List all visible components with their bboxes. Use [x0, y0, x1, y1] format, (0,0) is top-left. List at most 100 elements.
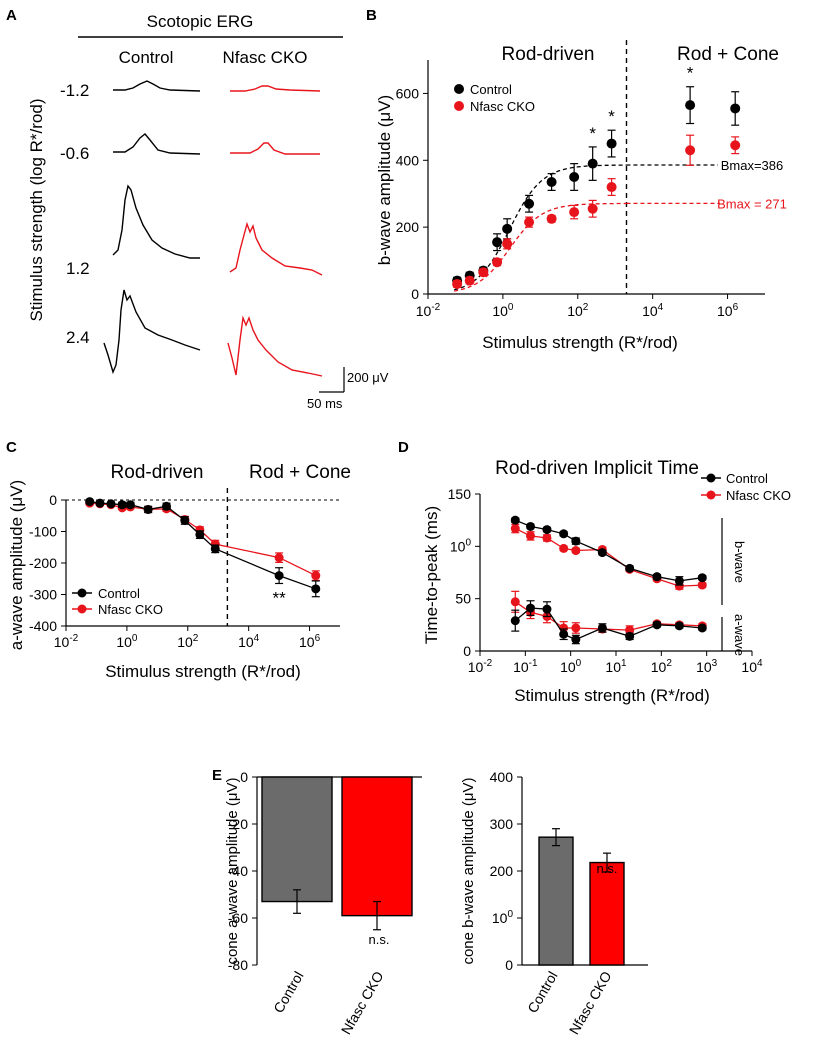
b-bmax-cko-label: Bmax = 271 — [717, 196, 787, 211]
b-legend: Control Nfasc CKO — [454, 82, 535, 114]
c-point — [125, 500, 135, 510]
b-significance-mark: * — [687, 64, 694, 83]
e1-category-cko: Nfasc CKO — [338, 968, 387, 1037]
panel-c: 10-2 100 102 104 106 0 -100 -200 -300 -400 a-wave… — [7, 462, 351, 681]
c-point — [311, 584, 321, 594]
c-y-tick-label: 0 — [49, 492, 57, 508]
d-legend-control: Control — [726, 471, 768, 486]
d-point — [597, 623, 607, 633]
d-legend-marker-cko — [706, 490, 716, 500]
erg-title: Scotopic ERG — [147, 12, 254, 31]
b-legend-control: Control — [470, 82, 512, 97]
c-y-tick-label: -100 — [29, 524, 57, 540]
b-y-label: b-wave amplitude (μV) — [375, 95, 394, 265]
d-series-line — [514, 601, 703, 631]
d-legend: Control Nfasc CKO — [701, 471, 791, 503]
erg-row-label: -0.6 — [60, 144, 89, 163]
d-x-label: Stimulus strength (R*/rod) — [514, 686, 710, 705]
c-region-rod: Rod-driven — [111, 462, 204, 483]
c-x-tick-label: 106 — [299, 633, 321, 650]
d-legend-cko: Nfasc CKO — [726, 488, 791, 503]
c-point — [195, 530, 205, 540]
b-fit-curve — [454, 202, 627, 292]
d-y-label: Time-to-peak (ms) — [422, 506, 441, 644]
c-point — [274, 571, 284, 581]
panel-letter-e: E — [212, 767, 222, 784]
erg-trace-cko — [229, 221, 323, 276]
b-ticks: 10-2 100 102 104 106 0 200 400 600 — [396, 85, 739, 319]
b-point — [502, 238, 513, 249]
d-point — [559, 543, 569, 553]
c-x-tick-label: 104 — [238, 633, 260, 650]
b-point — [546, 177, 557, 188]
c-point — [311, 571, 321, 581]
b-point — [502, 223, 513, 234]
scale-bar-time: 50 ms — [307, 396, 343, 411]
d-point — [674, 576, 684, 586]
c-x-tick-label: 10-2 — [54, 633, 79, 650]
d-point — [674, 621, 684, 631]
d-x-tick-label: 10-2 — [468, 658, 493, 675]
c-point — [117, 500, 127, 510]
e2-category-control: Control — [524, 969, 560, 1016]
b-point — [546, 213, 557, 224]
panel-letter-c: C — [6, 439, 17, 456]
d-x-tick-label: 100 — [560, 658, 582, 675]
b-y-tick-label: 200 — [396, 219, 420, 235]
c-region-rodcone: Rod + Cone — [249, 462, 351, 483]
erg-trace-control — [113, 80, 201, 92]
b-region-rod: Rod-driven — [502, 44, 595, 65]
panel-e-left: 0 -20 -40 -60 -80 cone a-wave amplitude (μV)… — [224, 769, 422, 1037]
b-point — [569, 207, 580, 218]
c-series-line — [89, 502, 317, 577]
e1-category-control: Control — [270, 969, 306, 1016]
erg-trace-control — [112, 184, 200, 259]
b-x-tick-label: 104 — [642, 302, 664, 319]
d-point — [542, 604, 552, 614]
c-point — [85, 497, 95, 507]
c-legend-marker-cko — [77, 604, 87, 614]
d-y-tick-label: 150 — [448, 486, 472, 502]
c-legend-cko: Nfasc CKO — [98, 602, 163, 617]
d-point — [571, 536, 581, 546]
e2-y-tick-label: 200 — [490, 863, 514, 879]
e1-y-tick-label: 0 — [240, 769, 248, 785]
d-series-line — [515, 519, 703, 582]
c-point — [106, 499, 116, 509]
erg-row-label: -1.2 — [60, 81, 89, 100]
e2-y-tick-label: 0 — [505, 957, 513, 973]
d-x-tick-label: 103 — [696, 658, 718, 675]
b-bmax-control-label: Bmax=386 — [721, 158, 784, 173]
erg-row-label: 1.2 — [66, 259, 90, 278]
d-series-line — [515, 527, 703, 587]
b-legend-marker-cko — [454, 101, 464, 111]
b-point — [524, 198, 535, 209]
d-series-line — [514, 607, 703, 641]
d-x-tick-label: 102 — [651, 658, 673, 675]
b-point — [685, 145, 696, 156]
d-point — [652, 620, 662, 630]
e2-category-cko: Nfasc CKO — [566, 968, 615, 1037]
erg-trace-cko — [230, 142, 320, 155]
d-point — [525, 531, 535, 541]
e1-ticks: 0 -20 -40 -60 -80 — [228, 769, 257, 973]
d-point — [525, 603, 535, 613]
d-point — [510, 616, 520, 626]
e1-y-label: cone a-wave amplitude (μV) — [224, 777, 241, 964]
c-x-tick-label: 100 — [116, 633, 138, 650]
d-y-tick-label: 50 — [455, 591, 471, 607]
d-point — [559, 529, 569, 539]
e2-y-label: cone b-wave amplitude (μV) — [460, 777, 477, 964]
b-y-tick-label: 0 — [411, 286, 419, 302]
d-x-tick-label: 104 — [741, 658, 763, 675]
d-point — [525, 521, 535, 531]
d-point — [510, 524, 520, 534]
erg-row-label: 2.4 — [66, 328, 90, 347]
panel-b: 10-2 100 102 104 106 0 200 400 600 b-wave amplit… — [375, 40, 787, 352]
c-y-tick-label: -300 — [29, 587, 57, 603]
d-title: Rod-driven Implicit Time — [495, 458, 699, 479]
b-significance-mark: * — [589, 124, 596, 143]
b-significance-mark: * — [608, 107, 615, 126]
e2-y-tick-label: 400 — [490, 769, 514, 785]
